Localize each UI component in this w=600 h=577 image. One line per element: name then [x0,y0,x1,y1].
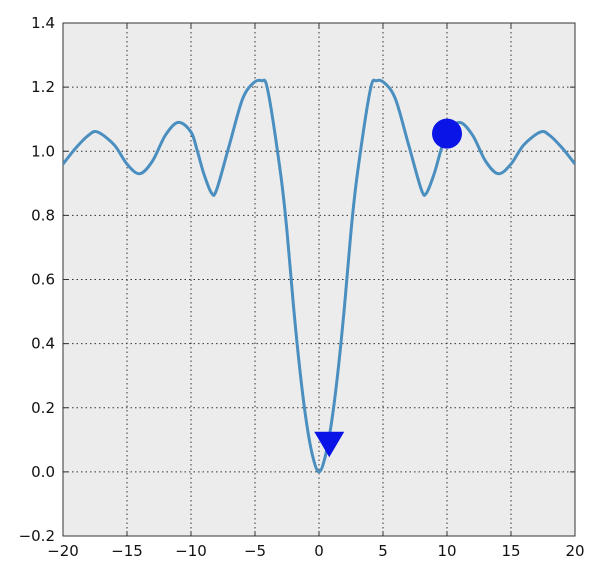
circle-marker [432,118,462,149]
y-tick-label: 0.2 [31,399,55,417]
grid [63,23,575,536]
series-layer [63,78,575,474]
y-tick-label: 0.0 [31,463,55,481]
y-tick-label: 0.4 [31,335,55,353]
x-tick-label: 20 [565,542,584,560]
y-tick-label: 0.6 [31,271,55,289]
y-tick-label: 0.8 [31,206,55,224]
y-tick-label: 1.0 [31,142,55,160]
x-tick-label: −5 [244,542,266,560]
series-line [63,78,575,474]
x-tick-label: 15 [501,542,520,560]
x-tick-label: −10 [175,542,207,560]
y-tick-label: −0.2 [19,527,55,545]
y-tick-label: 1.4 [31,14,55,32]
triangle-marker [314,431,345,458]
x-tick-label: 0 [314,542,324,560]
x-tick-label: −15 [111,542,143,560]
x-tick-label: −20 [47,542,79,560]
y-tick-label: 1.2 [31,78,55,96]
marker-layer [314,118,462,458]
x-tick-label: 10 [437,542,456,560]
x-tick-label: 5 [378,542,388,560]
axis-layer: −20 −15 −10 −5 0 5 10 15 20 −0.2 0.0 0.2 0.4 0.6 0.8 1.… [19,14,585,560]
